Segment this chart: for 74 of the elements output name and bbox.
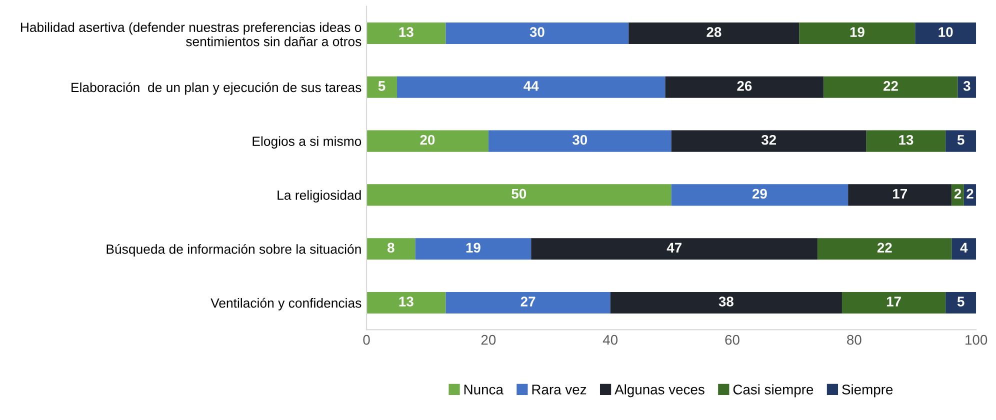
y-tick-label: Búsqueda de información sobre la situación — [106, 244, 361, 256]
y-tick-label: La religiosidad — [278, 190, 361, 202]
data-label: 28 — [706, 27, 722, 37]
data-label: 8 — [387, 242, 394, 253]
data-label: 29 — [752, 188, 767, 199]
y-tick-label: Elogios a si mismo — [252, 136, 362, 149]
data-label: 13 — [399, 296, 414, 306]
data-label: 17 — [893, 188, 907, 199]
bar — [397, 76, 666, 98]
x-tick-label: 100 — [966, 334, 988, 345]
legend-label: Nunca — [464, 384, 504, 394]
bar — [946, 130, 976, 152]
bar — [366, 130, 488, 152]
data-label: 19 — [466, 242, 480, 253]
y-tick-label: Habilidad asertiva (defender nuestras preferencias ideas o sentimientos sin dañar a otros — [20, 22, 362, 46]
bar — [366, 76, 398, 98]
x-tick-label: 0 — [363, 334, 370, 345]
bar — [824, 76, 958, 98]
bar — [818, 238, 952, 260]
bar — [366, 292, 446, 314]
data-label: 22 — [877, 242, 892, 252]
bar — [665, 76, 824, 98]
data-label: 4 — [960, 242, 968, 252]
bar — [671, 184, 848, 206]
data-label: 2 — [954, 188, 962, 199]
data-label: 26 — [737, 81, 752, 91]
bar — [366, 22, 446, 44]
bar — [366, 184, 672, 206]
x-tick-label: 60 — [725, 334, 740, 345]
legend-label: Rara vez — [532, 384, 586, 394]
bar — [866, 130, 946, 152]
y-tick-label: Ventilación y confidencias — [210, 298, 362, 310]
data-label: 10 — [938, 27, 953, 37]
data-label: 44 — [524, 81, 539, 91]
bar — [628, 22, 800, 44]
data-label: 20 — [420, 134, 435, 145]
x-tick-label: 40 — [602, 334, 618, 345]
bar — [488, 130, 672, 152]
legend-label: Algunas veces — [614, 384, 704, 398]
data-label: 30 — [572, 134, 588, 145]
data-label: 38 — [718, 296, 734, 306]
legend-label: Casi siempre — [733, 384, 814, 398]
data-label: 19 — [850, 27, 864, 37]
bar — [799, 22, 916, 44]
bar — [446, 22, 629, 44]
data-label: 3 — [963, 81, 970, 91]
bar — [610, 292, 842, 314]
data-label: 47 — [666, 242, 682, 252]
bar — [848, 184, 952, 206]
data-label: 32 — [761, 134, 776, 145]
data-label: 5 — [957, 296, 964, 306]
data-label: 5 — [957, 135, 964, 145]
bar — [952, 238, 976, 260]
legend-label: Siempre — [842, 384, 893, 398]
data-label: 5 — [378, 81, 386, 91]
data-label: 22 — [884, 81, 898, 91]
data-label: 17 — [886, 296, 901, 306]
y-tick-label: Elaboración de un plan y ejecución de sus tareas — [72, 82, 362, 95]
x-tick-label: 20 — [481, 334, 496, 345]
data-label: 13 — [899, 134, 914, 145]
data-label: 2 — [966, 188, 974, 199]
bar — [842, 292, 946, 314]
bar — [915, 22, 976, 44]
data-label: 30 — [530, 27, 544, 37]
data-label: 27 — [520, 296, 536, 306]
bar — [531, 238, 818, 260]
x-tick-label: 80 — [847, 334, 862, 345]
bar — [671, 130, 866, 152]
data-label: 50 — [512, 188, 526, 199]
bar — [946, 292, 976, 314]
bar — [366, 238, 416, 260]
data-label: 13 — [399, 27, 414, 37]
bar — [415, 238, 532, 260]
bar — [446, 292, 610, 314]
